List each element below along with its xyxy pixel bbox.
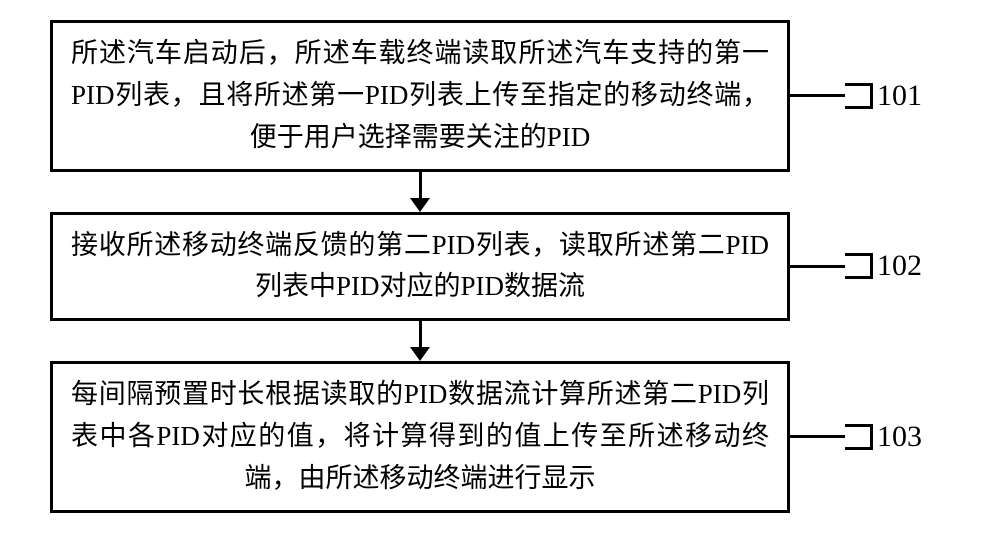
flow-step-label: 101 bbox=[877, 79, 922, 113]
arrow-container bbox=[20, 172, 980, 212]
label-connector bbox=[790, 265, 845, 268]
label-connector bbox=[790, 435, 845, 438]
flow-step-label: 103 bbox=[877, 420, 922, 454]
flow-step-row: 接收所述移动终端反馈的第二PID列表，读取所述第二PID列表中PID对应的PID… bbox=[20, 212, 980, 322]
label-bracket bbox=[845, 424, 873, 450]
flow-step-box: 接收所述移动终端反馈的第二PID列表，读取所述第二PID列表中PID对应的PID… bbox=[50, 212, 790, 322]
flow-step-label: 102 bbox=[877, 249, 922, 283]
flowchart-container: 所述汽车启动后，所述车载终端读取所述汽车支持的第一PID列表，且将所述第一PID… bbox=[20, 20, 980, 513]
arrow-spacer bbox=[20, 172, 410, 212]
flow-step-box: 每间隔预置时长根据读取的PID数据流计算所述第二PID列表中各PID对应的值，将… bbox=[50, 361, 790, 513]
arrow-container bbox=[20, 321, 980, 361]
label-bracket bbox=[845, 83, 873, 109]
flow-step-row: 所述汽车启动后，所述车载终端读取所述汽车支持的第一PID列表，且将所述第一PID… bbox=[20, 20, 980, 172]
label-bracket bbox=[845, 253, 873, 279]
flow-step-box: 所述汽车启动后，所述车载终端读取所述汽车支持的第一PID列表，且将所述第一PID… bbox=[50, 20, 790, 172]
arrow-down-icon bbox=[410, 172, 430, 212]
label-connector bbox=[790, 94, 845, 97]
arrow-down-icon bbox=[410, 321, 430, 361]
flow-step-row: 每间隔预置时长根据读取的PID数据流计算所述第二PID列表中各PID对应的值，将… bbox=[20, 361, 980, 513]
arrow-spacer bbox=[20, 321, 410, 361]
